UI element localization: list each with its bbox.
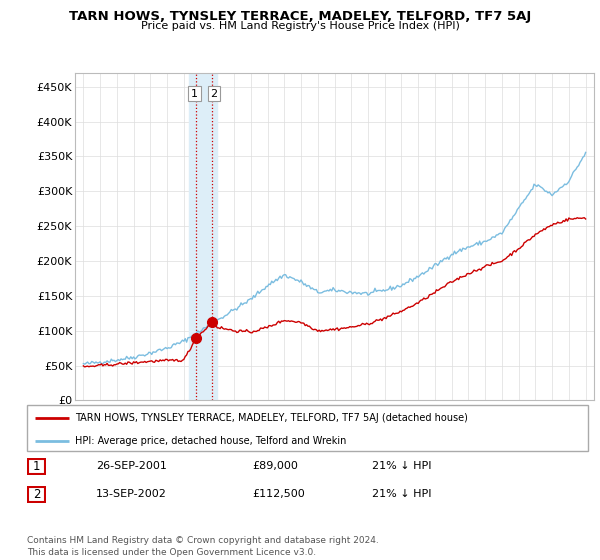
Text: 13-SEP-2002: 13-SEP-2002: [96, 489, 167, 499]
FancyBboxPatch shape: [28, 459, 45, 474]
Text: 21% ↓ HPI: 21% ↓ HPI: [372, 461, 431, 471]
Bar: [189, 73, 217, 400]
Text: Contains HM Land Registry data © Crown copyright and database right 2024.
This d: Contains HM Land Registry data © Crown c…: [27, 536, 379, 557]
FancyBboxPatch shape: [27, 405, 588, 451]
Text: 1: 1: [191, 88, 198, 99]
FancyBboxPatch shape: [28, 487, 45, 502]
Text: 2: 2: [33, 488, 40, 501]
Text: Price paid vs. HM Land Registry's House Price Index (HPI): Price paid vs. HM Land Registry's House …: [140, 21, 460, 31]
Text: TARN HOWS, TYNSLEY TERRACE, MADELEY, TELFORD, TF7 5AJ (detached house): TARN HOWS, TYNSLEY TERRACE, MADELEY, TEL…: [74, 413, 467, 423]
Text: £112,500: £112,500: [252, 489, 305, 499]
Text: £89,000: £89,000: [252, 461, 298, 471]
Text: 1: 1: [33, 460, 40, 473]
Text: 2: 2: [211, 88, 218, 99]
Text: 26-SEP-2001: 26-SEP-2001: [96, 461, 167, 471]
Text: HPI: Average price, detached house, Telford and Wrekin: HPI: Average price, detached house, Telf…: [74, 436, 346, 446]
Text: TARN HOWS, TYNSLEY TERRACE, MADELEY, TELFORD, TF7 5AJ: TARN HOWS, TYNSLEY TERRACE, MADELEY, TEL…: [69, 10, 531, 23]
Text: 21% ↓ HPI: 21% ↓ HPI: [372, 489, 431, 499]
